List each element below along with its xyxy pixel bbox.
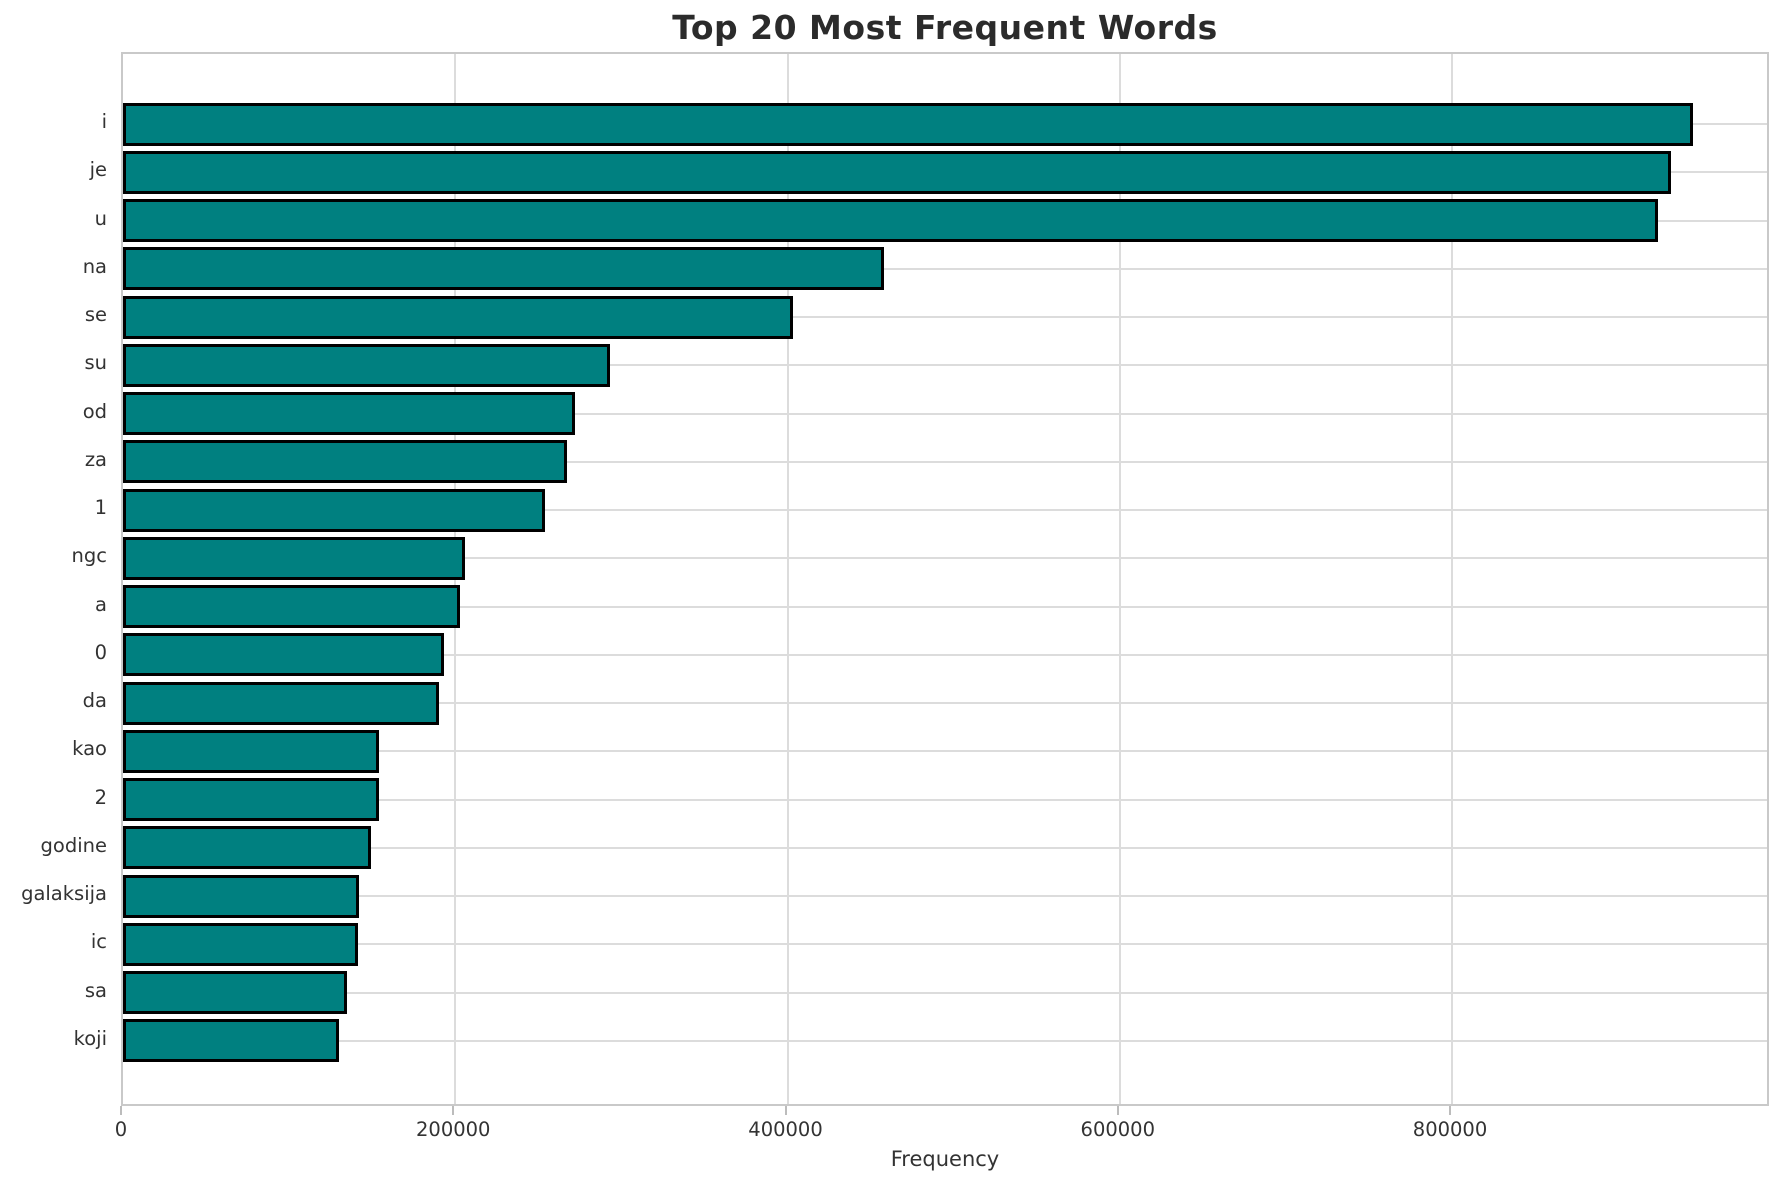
y-tick-label-ic: ic [90, 930, 107, 954]
gridline-y [123, 460, 1767, 463]
bar-koji [123, 1019, 339, 1063]
y-tick-label-se: se [84, 303, 107, 326]
gridline-y [123, 895, 1767, 897]
bar-godine [123, 826, 371, 870]
y-tick-label-na: na [82, 254, 107, 278]
gridline-x-800000 [1451, 54, 1454, 1104]
y-tick-label-a: a [95, 592, 107, 616]
gridline-y [123, 750, 1767, 753]
bar-je [123, 150, 1672, 194]
bar-u [123, 199, 1659, 242]
gridline-y [123, 267, 1767, 270]
y-tick-label-1: 1 [94, 496, 107, 519]
x-tick-label: 800000 [1412, 1118, 1488, 1141]
x-tick-label: 0 [114, 1118, 128, 1141]
y-tick-label-2: 2 [94, 785, 107, 809]
y-tick-label-koji: koji [73, 1026, 107, 1050]
gridline-y [123, 943, 1767, 946]
x-axis-label: Frequency [890, 1147, 1000, 1171]
y-tick-label-i: i [101, 110, 107, 133]
y-tick-label-od: od [82, 399, 107, 423]
gridline-y [123, 509, 1767, 511]
y-tick-label-godine: godine [40, 833, 107, 857]
x-tick-label: 600000 [1080, 1118, 1155, 1141]
y-tick-label-je: je [89, 158, 107, 182]
y-tick-label-kao: kao [72, 737, 107, 761]
chart-title: Top 20 Most Frequent Words [672, 8, 1218, 47]
plot-area [121, 52, 1769, 1106]
gridline-y [123, 316, 1767, 318]
bar-kao [123, 729, 379, 773]
y-tick-label-su: su [84, 351, 107, 375]
y-tick-label-ngc: ngc [71, 544, 107, 568]
bar-1 [123, 488, 545, 532]
gridline-x-600000 [1118, 54, 1121, 1104]
y-tick-label-za: za [84, 447, 107, 471]
gridline-x-400000 [786, 54, 789, 1104]
bar-se [123, 295, 793, 339]
bar-od [123, 392, 575, 435]
bar-na [123, 247, 884, 291]
bar-i [123, 102, 1693, 146]
y-tick-label-sa: sa [84, 978, 107, 1002]
gridline-y [123, 991, 1767, 994]
y-tick-label-da: da [82, 689, 107, 712]
bar-2 [123, 778, 379, 821]
bar-0 [123, 633, 444, 677]
x-tick-mark [120, 1106, 122, 1115]
gridline-y [123, 364, 1767, 367]
bar-galaksija [123, 874, 359, 918]
gridline-y [123, 702, 1767, 704]
x-tick-mark [784, 1106, 787, 1115]
x-tick-label: 200000 [416, 1118, 491, 1141]
y-tick-label-0: 0 [94, 640, 107, 664]
bar-sa [123, 971, 348, 1014]
bar-ic [123, 922, 359, 966]
x-tick-mark [1116, 1106, 1119, 1115]
y-tick-label-u: u [94, 206, 107, 230]
gridline-y [123, 653, 1767, 656]
gridline-y [123, 412, 1767, 415]
bar-a [123, 585, 461, 628]
x-tick-mark [452, 1106, 455, 1115]
gridline-y [123, 798, 1767, 801]
y-tick-label-galaksija: galaksija [21, 882, 107, 905]
bar-su [123, 343, 610, 387]
gridline-y [123, 846, 1767, 849]
bar-da [123, 681, 439, 725]
gridline-y [123, 557, 1767, 560]
bar-za [123, 440, 567, 484]
x-tick-mark [1449, 1106, 1452, 1115]
x-tick-label: 400000 [748, 1118, 823, 1141]
bar-ngc [123, 536, 466, 580]
gridline-y [123, 1039, 1767, 1042]
gridline-y [123, 605, 1767, 608]
